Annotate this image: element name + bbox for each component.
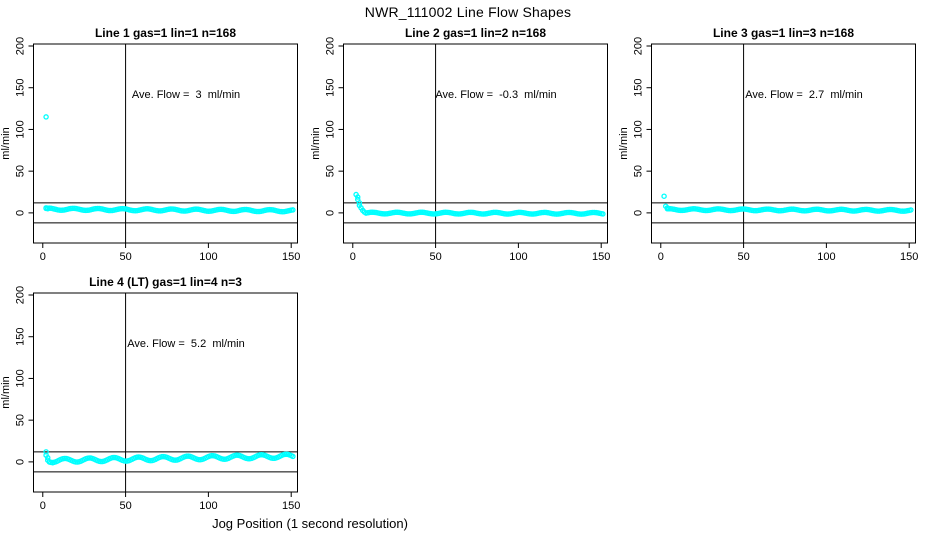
data-point [356, 200, 363, 206]
ave-flow-annotation: Ave. Flow = -0.3 ml/min [435, 89, 556, 101]
plot-box [651, 43, 916, 244]
y-tick-label: 200 [325, 37, 337, 55]
panel-svg: Line 2 gas=1 lin=2 n=168 0 50 100 150 0 50 100 1… [310, 26, 610, 263]
y-tick-label: 50 [15, 165, 27, 177]
y-tick-label: 0 [633, 210, 645, 216]
x-tick-label: 150 [900, 251, 918, 263]
x-tick-label: 50 [737, 251, 749, 263]
scatter-points [43, 114, 296, 215]
y-tick-label: 200 [15, 37, 27, 55]
plot-panel-line-3: Line 3 gas=1 lin=3 n=168 0 50 100 150 0 50 100 1… [618, 24, 930, 272]
y-tick-label: 50 [633, 165, 645, 177]
x-tick-label: 100 [199, 251, 217, 263]
y-tick-label: 50 [15, 414, 27, 426]
x-tick-label: 100 [199, 500, 217, 512]
y-tick-label: 150 [15, 79, 27, 97]
panel-svg: Line 1 gas=1 lin=1 n=168 0 50 100 150 0 50 100 1… [0, 26, 300, 263]
data-point [661, 193, 667, 199]
y-tick-label: 0 [15, 459, 27, 465]
x-tick-label: 50 [119, 500, 131, 512]
data-point [43, 114, 49, 120]
ave-flow-annotation: Ave. Flow = 2.7 ml/min [745, 89, 862, 101]
x-axis-title: Jog Position (1 second resolution) [212, 516, 408, 531]
y-tick-label: 0 [325, 210, 337, 216]
x-tick-label: 150 [282, 500, 300, 512]
x-tick-label: 100 [817, 251, 835, 263]
y-axis-label: ml/min [310, 127, 322, 159]
x-tick-label: 150 [592, 251, 610, 263]
data-point [290, 207, 296, 213]
y-tick-label: 150 [633, 79, 645, 97]
y-tick-label: 200 [633, 37, 645, 55]
panel-svg: Line 4 (LT) gas=1 lin=4 n=3 0 50 100 150 0 50 1… [0, 275, 300, 512]
y-tick-label: 100 [633, 120, 645, 138]
ave-flow-annotation: Ave. Flow = 3 ml/min [132, 89, 240, 101]
panel-title: Line 2 gas=1 lin=2 n=168 [405, 26, 546, 40]
y-tick-label: 200 [15, 286, 27, 304]
plot-box [33, 43, 298, 244]
page-title: NWR_111002 Line Flow Shapes [364, 4, 572, 20]
plot-box [343, 43, 608, 244]
y-tick-label: 100 [325, 120, 337, 138]
panel-title: Line 3 gas=1 lin=3 n=168 [713, 26, 854, 40]
plot-panel-line-4: Line 4 (LT) gas=1 lin=4 n=3 0 50 100 150 0 50 1… [0, 273, 312, 521]
x-tick-label: 0 [40, 251, 46, 263]
y-tick-label: 100 [15, 120, 27, 138]
plot-box [33, 292, 298, 493]
y-tick-label: 50 [325, 165, 337, 177]
data-point [43, 449, 49, 455]
x-tick-label: 0 [40, 500, 46, 512]
y-tick-label: 0 [15, 210, 27, 216]
scatter-points [353, 191, 606, 217]
x-tick-label: 0 [350, 251, 356, 263]
data-point [908, 207, 914, 213]
y-axis-label: ml/min [0, 127, 12, 159]
x-tick-label: 0 [658, 251, 664, 263]
plot-panel-line-1: Line 1 gas=1 lin=1 n=168 0 50 100 150 0 50 100 1… [0, 24, 312, 272]
panel-title: Line 1 gas=1 lin=1 n=168 [95, 26, 236, 40]
data-point [290, 453, 296, 460]
x-tick-label: 150 [282, 251, 300, 263]
x-tick-label: 50 [119, 251, 131, 263]
data-point [600, 211, 606, 217]
y-axis-label: ml/min [618, 127, 630, 159]
data-point [354, 194, 361, 200]
y-axis-label: ml/min [0, 376, 12, 408]
panel-svg: Line 3 gas=1 lin=3 n=168 0 50 100 150 0 50 100 1… [618, 26, 918, 263]
plot-panel-line-2: Line 2 gas=1 lin=2 n=168 0 50 100 150 0 50 100 1… [310, 24, 622, 272]
scatter-points [661, 193, 914, 214]
panel-title: Line 4 (LT) gas=1 lin=4 n=3 [89, 275, 242, 289]
ave-flow-annotation: Ave. Flow = 5.2 ml/min [127, 338, 244, 350]
y-tick-label: 100 [15, 369, 27, 387]
y-tick-label: 150 [325, 79, 337, 97]
x-tick-label: 100 [509, 251, 527, 263]
y-tick-label: 150 [15, 328, 27, 346]
x-tick-label: 50 [429, 251, 441, 263]
scatter-points [43, 449, 296, 466]
